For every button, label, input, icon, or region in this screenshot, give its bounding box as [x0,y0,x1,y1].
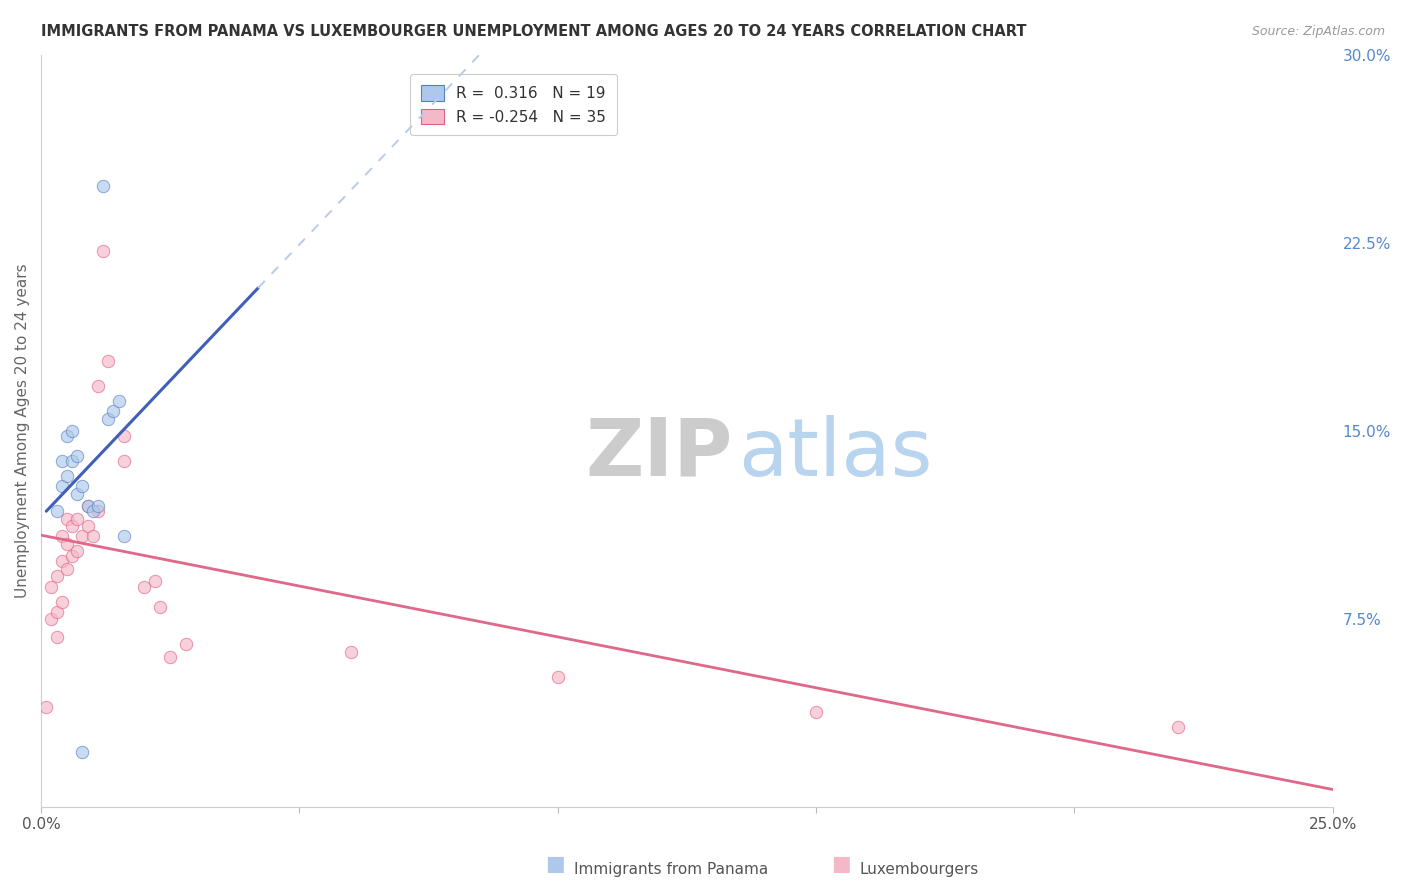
Point [97,411,120,425]
Point [45,630,67,644]
Point [76,500,98,514]
Point [82,529,104,543]
Point [45,504,67,518]
Point [51,554,73,568]
Text: IMMIGRANTS FROM PANAMA VS LUXEMBOURGER UNEMPLOYMENT AMONG AGES 20 TO 24 YEARS CO: IMMIGRANTS FROM PANAMA VS LUXEMBOURGER U… [41,24,1026,39]
Point [66,512,89,526]
Point [149,599,172,614]
Point [340,645,363,659]
Text: ZIP: ZIP [585,415,733,492]
Point [82,504,104,518]
Point [91,244,114,258]
Point [87,379,110,393]
Text: ■: ■ [831,854,851,873]
Point [66,449,89,463]
Point [35,699,58,714]
Point [60,454,83,468]
Point [45,569,67,583]
Point [66,544,89,558]
Point [72,479,94,493]
Point [60,549,83,564]
Y-axis label: Unemployment Among Ages 20 to 24 years: Unemployment Among Ages 20 to 24 years [15,264,30,599]
Point [87,504,110,518]
Point [159,649,181,664]
Point [174,637,197,651]
Point [56,469,79,483]
Point [51,529,73,543]
Point [76,500,98,514]
Text: atlas: atlas [738,415,934,492]
Point [112,529,135,543]
Point [91,178,114,193]
Point [107,394,129,409]
Point [87,500,110,514]
Point [143,574,166,589]
Text: Luxembourgers: Luxembourgers [859,863,979,877]
Point [804,705,827,719]
Point [97,354,120,368]
Point [1167,720,1189,734]
Point [41,580,63,594]
Text: Source: ZipAtlas.com: Source: ZipAtlas.com [1251,25,1385,38]
Point [103,404,125,418]
Point [51,454,73,468]
Text: ■: ■ [546,854,565,873]
Point [112,429,135,443]
Point [547,670,569,684]
Text: Immigrants from Panama: Immigrants from Panama [574,863,768,877]
Point [72,745,94,759]
Point [112,454,135,468]
Point [60,519,83,533]
Point [76,519,98,533]
Point [41,612,63,626]
Point [134,580,156,594]
Point [66,487,89,501]
Legend: R =  0.316   N = 19, R = -0.254   N = 35: R = 0.316 N = 19, R = -0.254 N = 35 [411,74,617,136]
Point [56,512,79,526]
Point [45,605,67,619]
Point [56,429,79,443]
Point [60,424,83,438]
Point [56,562,79,576]
Point [72,529,94,543]
Point [56,537,79,551]
Point [51,479,73,493]
Point [51,594,73,608]
